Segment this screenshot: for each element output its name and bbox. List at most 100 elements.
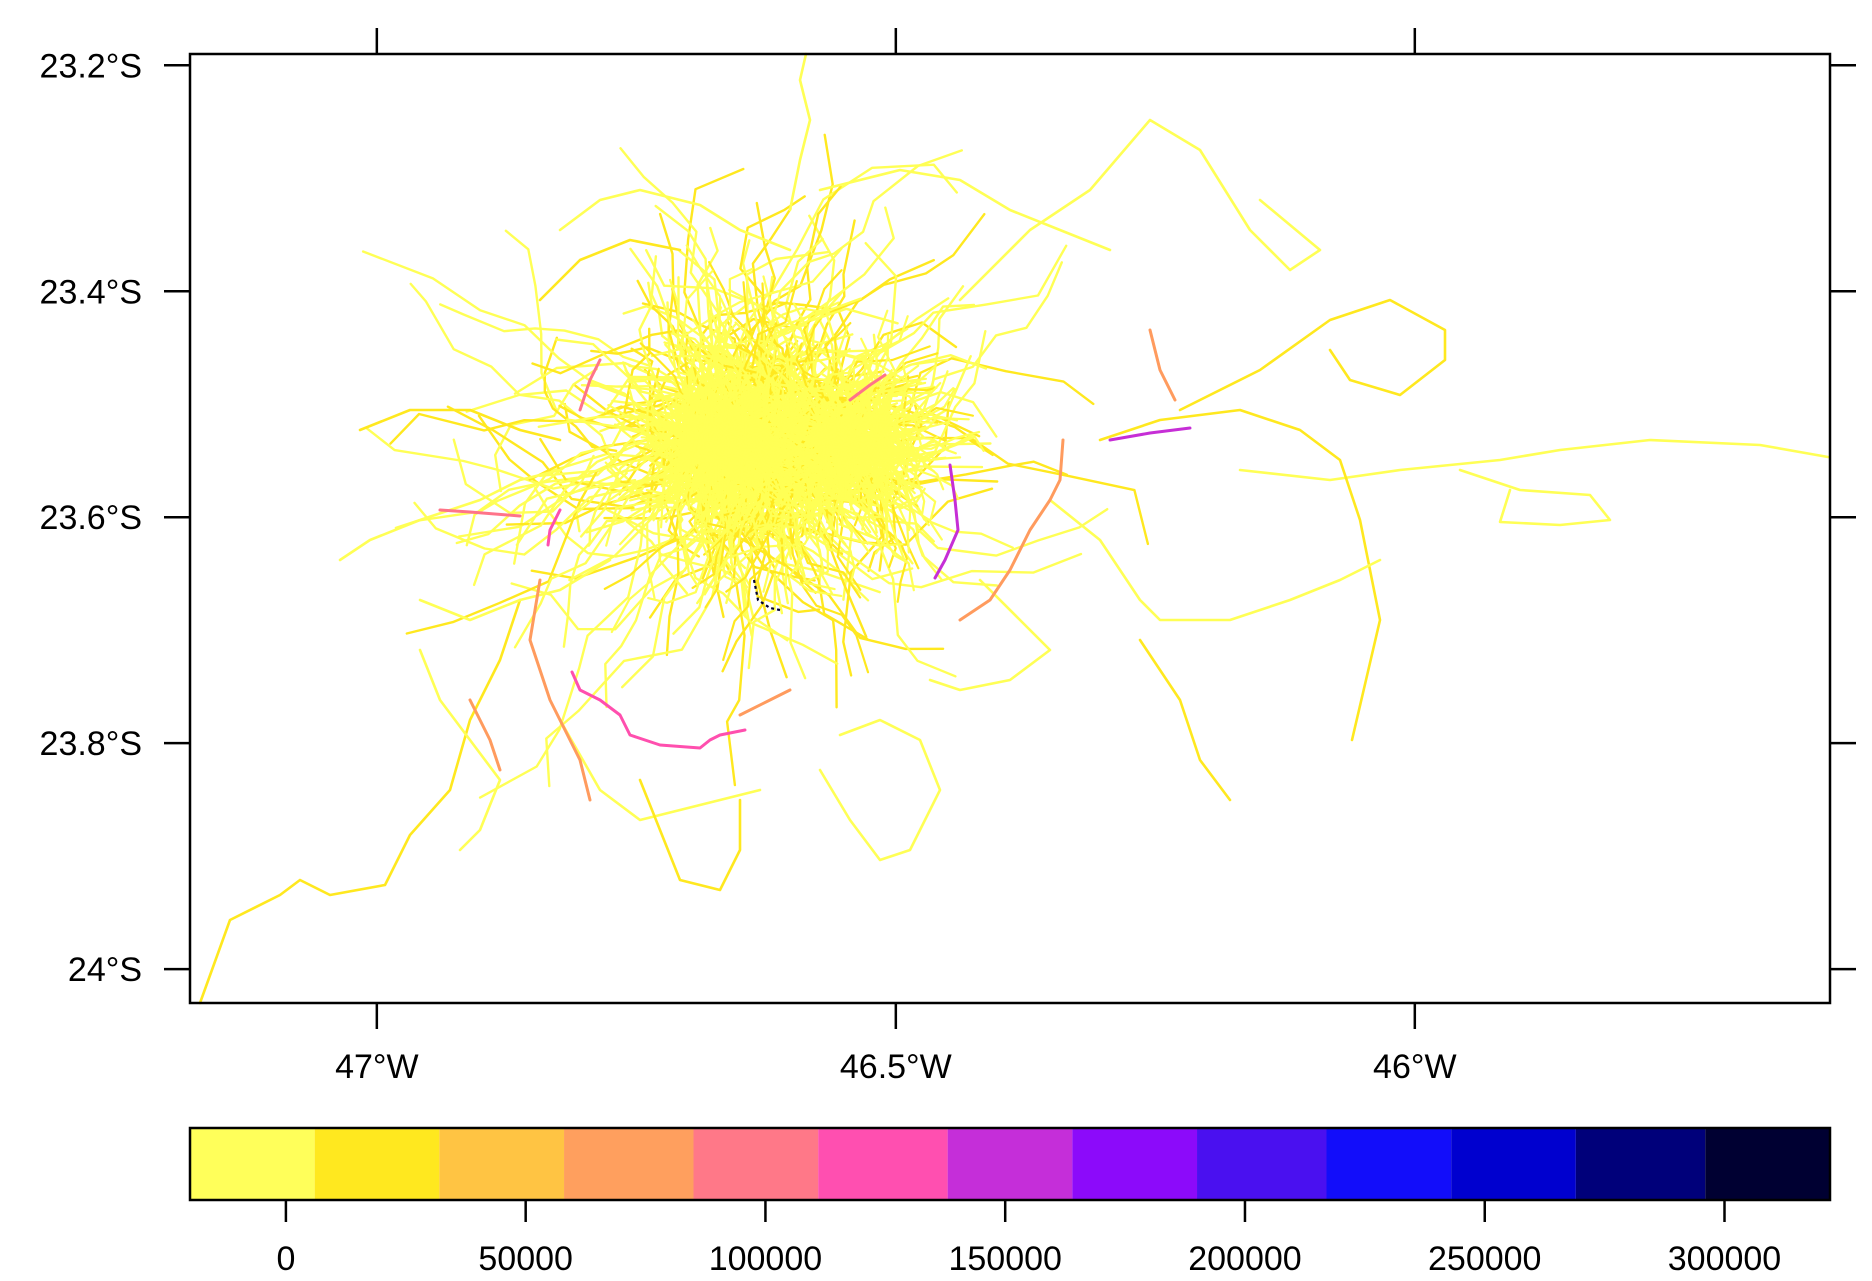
road-segment xyxy=(720,267,754,389)
road-segment xyxy=(780,465,819,517)
road-segment xyxy=(754,441,793,470)
road-segment xyxy=(703,443,722,479)
road-segment xyxy=(610,463,746,634)
high-flow-segment xyxy=(848,373,887,402)
colorkey-bin xyxy=(818,1128,948,1200)
road-segment xyxy=(717,405,726,434)
road-segment xyxy=(465,421,626,547)
colorkey-bin xyxy=(693,1128,819,1200)
road-segment xyxy=(675,354,785,411)
road-segment xyxy=(748,431,768,469)
high-flow-segment xyxy=(468,698,502,772)
road-segment xyxy=(661,393,722,429)
road-segment xyxy=(607,404,681,436)
high-flow-segment xyxy=(1108,426,1192,442)
road-segment xyxy=(1048,498,1382,622)
road-segment xyxy=(785,419,856,443)
road-segment xyxy=(708,454,765,464)
colorkey-bin xyxy=(314,1128,440,1200)
road-segment xyxy=(621,361,665,443)
road-segment xyxy=(873,365,936,410)
colorkey-bin xyxy=(439,1128,565,1200)
y-tick-label: 23.6°S xyxy=(40,499,142,537)
road-segment xyxy=(358,408,562,442)
road-segment xyxy=(701,301,851,388)
road-segment xyxy=(881,429,913,469)
road-segment xyxy=(562,471,628,648)
road-segment xyxy=(747,470,838,510)
road-segment xyxy=(705,353,751,425)
road-segment xyxy=(682,410,698,447)
road-segment xyxy=(756,444,774,530)
road-segment xyxy=(753,149,963,383)
road-network xyxy=(198,52,1830,1005)
road-segment xyxy=(418,648,502,852)
colorkey-bin xyxy=(1451,1128,1576,1200)
colorkey-bins xyxy=(190,1128,1830,1200)
road-segment xyxy=(835,417,864,521)
road-segment xyxy=(822,418,841,443)
high-flow-segment xyxy=(546,508,562,547)
colorkey-ticks: 0 50000 100000 150000 200000 250000 300000 xyxy=(276,1200,1781,1278)
high-flow-routes xyxy=(438,328,1192,802)
road-segment xyxy=(822,397,830,429)
road-segment xyxy=(710,453,718,512)
x-tick-label: 46.5°W xyxy=(840,1048,952,1086)
road-segment xyxy=(1238,438,1830,482)
road-segment xyxy=(878,432,923,442)
high-flow-segment xyxy=(1148,328,1177,402)
road-segment xyxy=(1458,468,1612,527)
road-segment xyxy=(728,385,763,429)
road-segment xyxy=(885,413,933,424)
road-segment xyxy=(558,188,792,252)
road-segment xyxy=(737,351,807,445)
road-segment xyxy=(824,352,876,422)
road-segment xyxy=(698,388,727,466)
colorkey-tick-label: 0 xyxy=(276,1240,295,1278)
road-segment xyxy=(747,463,791,486)
road-segment xyxy=(744,413,759,449)
road-segment xyxy=(513,361,659,395)
y-tick-label: 23.2°S xyxy=(40,47,142,85)
road-segment xyxy=(715,426,776,452)
high-flow-segment xyxy=(933,463,960,580)
colorkey-bin xyxy=(1197,1128,1327,1200)
road-segment xyxy=(788,52,812,212)
colorkey-tick-label: 150000 xyxy=(948,1240,1061,1278)
map-frame xyxy=(188,52,1832,1005)
road-segment xyxy=(691,448,746,469)
road-segment xyxy=(836,367,856,436)
road-segment xyxy=(630,386,727,420)
road-segment xyxy=(865,441,901,506)
x-tick-label: 46°W xyxy=(1373,1048,1457,1086)
road-segment xyxy=(719,331,741,417)
road-segment xyxy=(789,489,870,674)
high-flow-segment xyxy=(570,670,747,750)
road-segment xyxy=(786,350,826,468)
road-segment xyxy=(717,453,744,524)
road-segment xyxy=(628,389,715,443)
y-tick-label: 23.8°S xyxy=(40,725,142,763)
map-panel xyxy=(188,52,1832,1005)
colorkey-bin xyxy=(190,1128,315,1200)
road-segment xyxy=(780,410,864,452)
y-tick-label: 23.4°S xyxy=(40,273,142,311)
road-segment xyxy=(638,778,742,892)
road-segment xyxy=(843,447,891,476)
road-segment xyxy=(702,381,742,423)
road-segment xyxy=(906,432,985,463)
road-segment xyxy=(651,418,712,437)
road-segment xyxy=(818,718,942,862)
road-segment xyxy=(958,118,1322,302)
road-segment xyxy=(543,336,618,452)
road-segment xyxy=(625,520,747,618)
road-segment xyxy=(818,168,1112,252)
road-segment xyxy=(668,449,720,483)
road-segment xyxy=(841,244,1068,408)
road-segment xyxy=(198,598,522,1005)
road-segment xyxy=(749,472,796,485)
road-segment xyxy=(722,468,776,661)
road-segment xyxy=(1178,298,1447,412)
colorkey-tick-label: 300000 xyxy=(1668,1240,1781,1278)
